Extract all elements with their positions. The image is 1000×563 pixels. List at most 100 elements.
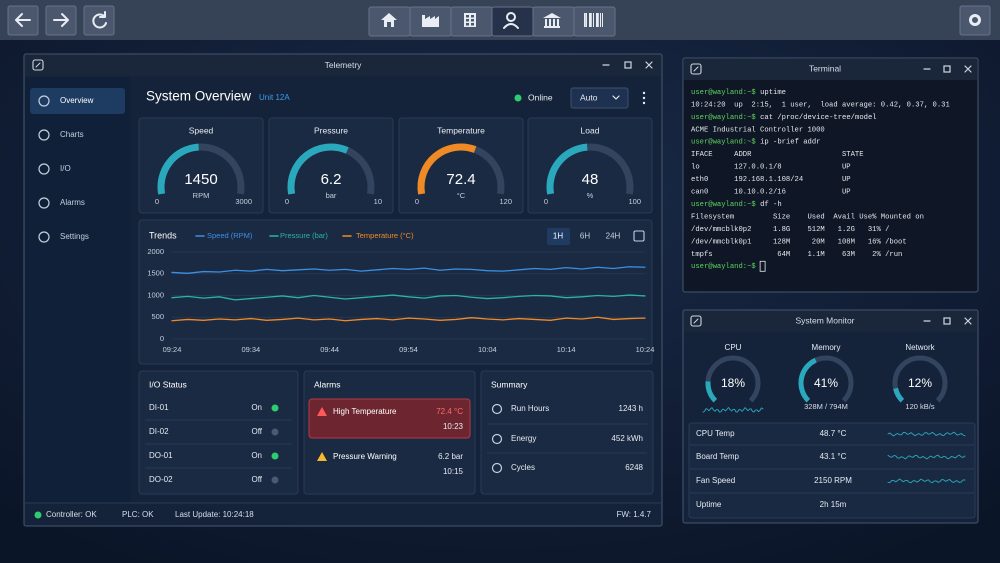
summary-name: Cycles	[511, 463, 535, 472]
gauge-title: Speed	[189, 125, 214, 135]
series-line	[171, 266, 646, 274]
gauge-min: 0	[544, 197, 548, 206]
monitor-row-name: Fan Speed	[696, 476, 735, 485]
x-tick-label: 09:54	[399, 345, 418, 354]
gauge-max: 100	[628, 197, 641, 206]
card-title: Alarms	[314, 379, 340, 389]
monitor-gauge-value: 18%	[721, 376, 745, 390]
close-button	[645, 61, 653, 69]
nav-item[interactable]: Charts	[60, 130, 84, 139]
building-window	[466, 15, 469, 18]
window-icon-mark	[35, 62, 41, 68]
terminal-output: /dev/mmcblk0p2 1.8G 512M 1.2G 31% /	[691, 226, 889, 234]
gauge-value: 1450	[184, 171, 217, 188]
legend-label: Speed (RPM)	[207, 231, 253, 240]
monitor-table	[688, 422, 976, 519]
terminal-prompt: user@wayland:~$	[691, 89, 756, 97]
terminal-cursor	[759, 260, 766, 272]
x-tick-label: 09:34	[241, 345, 260, 354]
nav-item[interactable]: Settings	[60, 232, 89, 241]
io-indicator	[271, 404, 279, 412]
toolbar-button[interactable]	[573, 6, 616, 37]
forward-icon	[53, 13, 69, 27]
calendar-icon[interactable]	[633, 230, 645, 242]
terminal-output: ACME Industrial Controller 1000	[691, 126, 825, 134]
window-title: Terminal	[809, 63, 841, 73]
terminal-output: lo 127.0.0.1/8 UP	[691, 164, 851, 172]
terminal-output: eth0 192.168.1.108/24 UP	[691, 176, 851, 184]
terminal-output: uptime	[760, 89, 786, 97]
io-name: DO-02	[149, 475, 173, 484]
gauge-fill	[893, 387, 905, 403]
footer-status-dot	[34, 511, 42, 519]
terminal-output: ip -brief addr	[760, 139, 820, 147]
nav-icon	[38, 231, 50, 243]
gauge-max: 10	[374, 197, 382, 206]
io-state: On	[251, 451, 262, 460]
sparkline	[887, 478, 966, 484]
footer-text: Last Update: 10:24:18	[175, 510, 254, 519]
range-button[interactable]: 6H	[580, 232, 590, 241]
gauge-card	[268, 117, 394, 214]
monitor-gauge-name: Memory	[812, 343, 841, 352]
trends-card	[138, 219, 653, 365]
barcode-bar	[597, 13, 599, 27]
alarm-icon	[317, 407, 327, 416]
nav-item[interactable]: I/O	[60, 164, 71, 173]
x-tick-label: 09:24	[163, 345, 182, 354]
gauge-value: 6.2	[321, 171, 342, 188]
nav-icon	[38, 129, 50, 141]
nav-icon	[38, 197, 50, 209]
monitor-row-name: Board Temp	[696, 452, 740, 461]
gauge-fill	[417, 143, 477, 195]
mode-dropdown[interactable]	[570, 87, 629, 109]
nav-item[interactable]: Overview	[60, 96, 94, 105]
barcode-bar	[584, 13, 586, 27]
gauge-unit: %	[587, 191, 594, 200]
summary-value: 6248	[625, 463, 643, 472]
summary-icon	[491, 433, 503, 445]
alarm-item[interactable]	[308, 398, 471, 439]
terminal-output: 10:24:20 up 2:15, 1 user, load average: …	[691, 101, 950, 109]
terminal-prompt: user@wayland:~$	[691, 201, 756, 209]
alarm-item[interactable]	[309, 444, 470, 483]
maximize-button[interactable]	[943, 65, 951, 73]
nav-active[interactable]	[30, 88, 125, 114]
range-button[interactable]: 1H	[553, 232, 563, 241]
footer-text: FW: 1.4.7	[616, 510, 651, 519]
y-tick-label: 1000	[147, 290, 164, 299]
barcode-bar	[602, 13, 603, 27]
terminal-window	[682, 57, 979, 293]
maximize-button[interactable]	[943, 317, 951, 325]
y-tick-label: 0	[160, 334, 164, 343]
series-line	[171, 316, 646, 322]
gauge-card	[138, 117, 264, 214]
legend-label: Temperature (°C)	[356, 231, 414, 240]
back-icon	[15, 13, 31, 27]
bank-column	[549, 19, 551, 26]
mode-value[interactable]: Auto	[580, 92, 598, 102]
toolbar-button[interactable]	[83, 5, 115, 36]
monitor-gauge-detail: 328M / 794M	[804, 402, 848, 411]
barcode-bar	[596, 13, 597, 27]
heading: System Overview	[146, 89, 251, 104]
summary-value: 1243 h	[619, 404, 643, 413]
barcode-bar	[589, 13, 590, 27]
terminal-output: tmpfs 64M 1.1M 63M 2% /run	[691, 251, 902, 259]
alarm-value: 72.4 °C	[436, 407, 463, 416]
card-title: I/O Status	[149, 379, 187, 389]
range-active[interactable]	[547, 228, 570, 245]
summary-card	[480, 370, 654, 495]
footer-text: PLC: OK	[122, 510, 154, 519]
alarm-time: 10:15	[443, 467, 464, 476]
barcode-bar	[593, 13, 594, 27]
nav-item[interactable]: Alarms	[60, 198, 85, 207]
user-icon-body	[503, 23, 519, 29]
card-title: Summary	[491, 379, 528, 389]
series-line	[171, 294, 646, 301]
range-button[interactable]: 24H	[606, 232, 621, 241]
alarm-icon	[317, 452, 327, 461]
maximize-button[interactable]	[624, 61, 632, 69]
gauge-max: 3000	[235, 197, 252, 206]
